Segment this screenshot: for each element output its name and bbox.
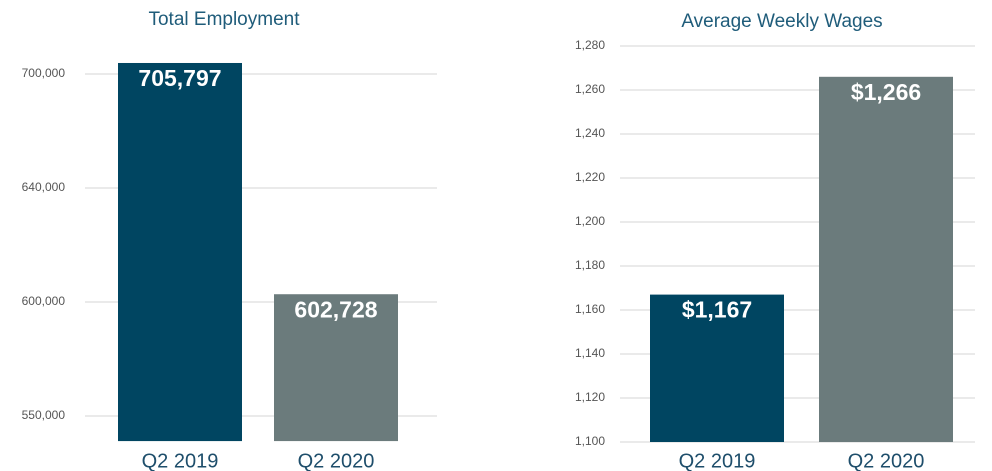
x-tick-label: Q2 2020 — [298, 450, 375, 471]
value-label: 602,728 — [294, 296, 377, 322]
y-tick-label: 1,260 — [575, 82, 605, 96]
bar — [650, 294, 784, 442]
value-label: 705,797 — [138, 65, 221, 91]
y-tick-label: 1,220 — [575, 170, 605, 184]
y-tick-label: 1,100 — [575, 434, 605, 448]
y-tick-label: 550,000 — [22, 408, 66, 422]
y-tick-label: 640,000 — [22, 180, 66, 194]
y-tick-label: 1,280 — [575, 38, 605, 52]
chart-title: Average Weekly Wages — [681, 11, 882, 32]
x-tick-label: Q2 2019 — [679, 450, 756, 471]
y-tick-label: 1,160 — [575, 302, 605, 316]
y-tick-label: 1,180 — [575, 258, 605, 272]
bar — [274, 294, 398, 442]
bar — [819, 76, 953, 443]
bar — [118, 62, 242, 442]
y-tick-label: 1,240 — [575, 126, 605, 140]
y-tick-label: 1,140 — [575, 346, 605, 360]
y-tick-label: 700,000 — [22, 66, 66, 80]
value-label: $1,167 — [682, 297, 752, 323]
y-tick-label: 600,000 — [22, 294, 66, 308]
y-tick-label: 1,200 — [575, 214, 605, 228]
value-label: $1,266 — [851, 79, 921, 105]
chart-title: Total Employment — [148, 9, 300, 30]
x-tick-label: Q2 2020 — [848, 450, 925, 471]
x-tick-label: Q2 2019 — [142, 450, 219, 471]
y-tick-label: 1,120 — [575, 390, 605, 404]
